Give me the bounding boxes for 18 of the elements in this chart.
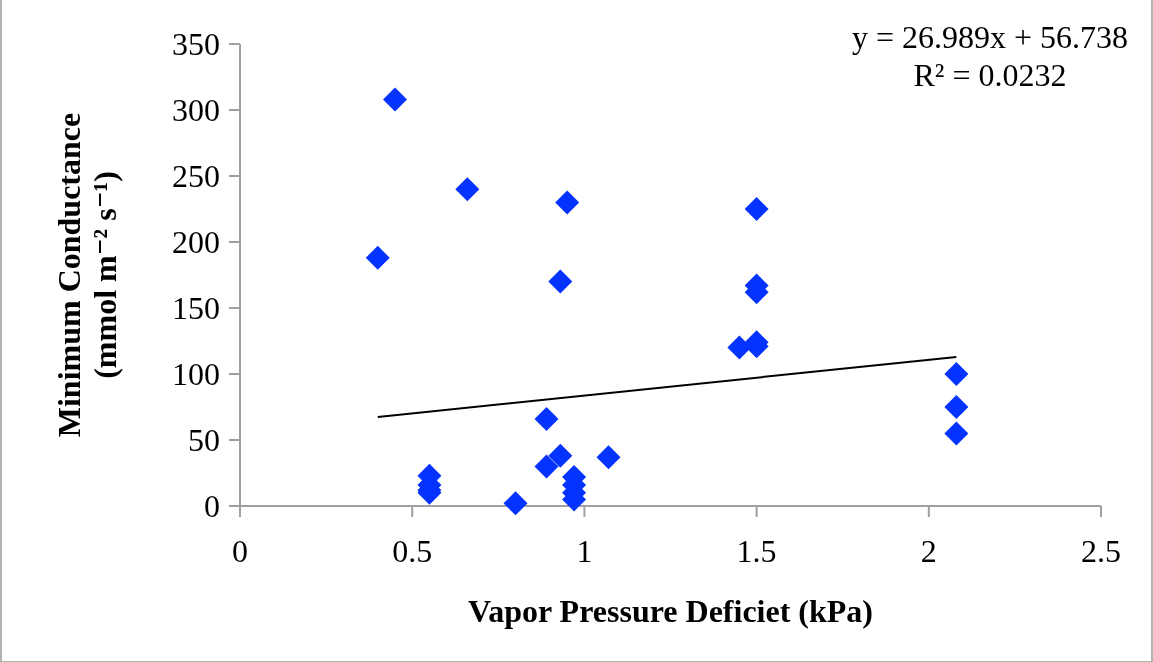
y-tick-label: 350 bbox=[172, 26, 220, 63]
y-tick-label: 300 bbox=[172, 92, 220, 129]
y-tick-label: 250 bbox=[172, 158, 220, 195]
x-tick-label: 2 bbox=[920, 533, 937, 569]
y-tick-label: 200 bbox=[172, 224, 220, 261]
y-tick-label: 150 bbox=[172, 290, 220, 327]
x-tick-label: 0 bbox=[232, 533, 248, 569]
y-tick-label: 50 bbox=[188, 422, 220, 459]
y-tick-label: 0 bbox=[204, 488, 220, 525]
y-tick-label: 100 bbox=[172, 356, 220, 393]
x-tick-label: 1 bbox=[576, 533, 593, 569]
annotation: R² = 0.0232 bbox=[913, 57, 1067, 93]
x-tick-label: 0.5 bbox=[392, 533, 433, 569]
annotation: y = 26.989x + 56.738 bbox=[851, 19, 1129, 55]
x-tick-label: 2.5 bbox=[1081, 533, 1121, 569]
x-tick-label: 1.5 bbox=[736, 533, 777, 569]
x-axis-title: Vapor Pressure Deficiet (kPa) bbox=[468, 593, 873, 629]
y-axis-title: Minimum Conductance (mmol m⁻² s⁻¹) bbox=[51, 112, 123, 438]
